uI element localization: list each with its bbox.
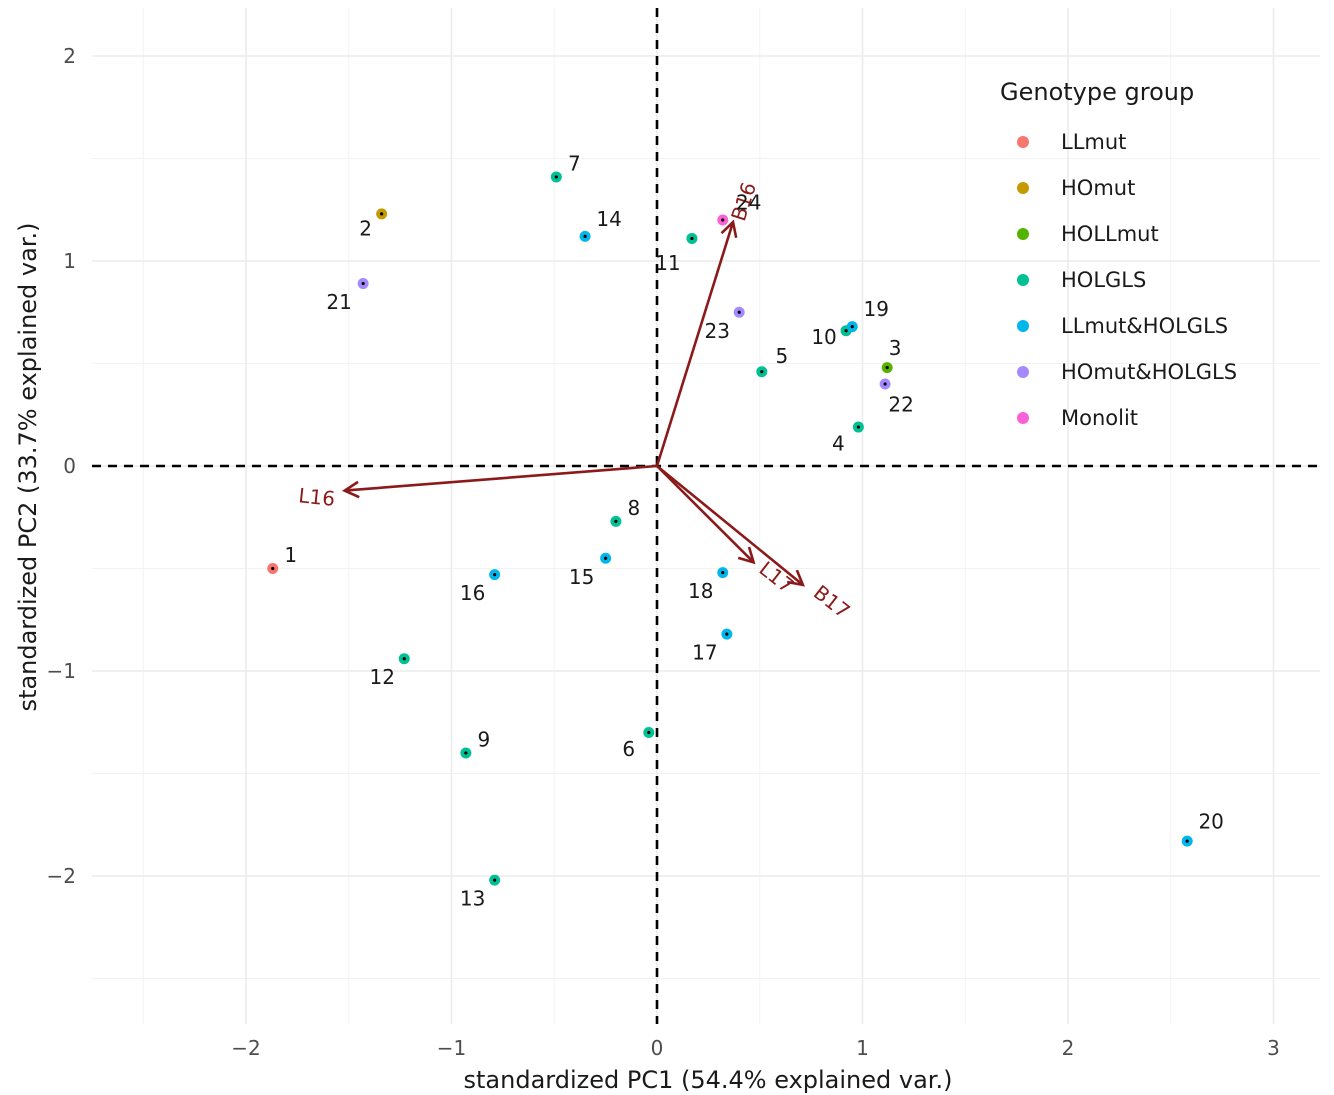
point-label-7: 7	[568, 151, 581, 175]
point-label-5: 5	[775, 344, 788, 368]
data-point-center	[721, 218, 725, 222]
data-point-center	[1185, 839, 1189, 843]
legend-items: LLmut HOmut HOLLmut HOLGLS LLmut&HOLGLS HOmut…	[1017, 130, 1237, 430]
point-label-10: 10	[811, 325, 836, 349]
x-tick-label: 0	[651, 1036, 664, 1060]
point-label-19: 19	[863, 297, 888, 321]
x-tick-label: −1	[437, 1036, 466, 1060]
point-label-20: 20	[1198, 810, 1223, 834]
legend-entry-label: LLmut&HOLGLS	[1061, 314, 1228, 338]
legend-swatch	[1017, 136, 1029, 148]
point-label-13: 13	[460, 887, 485, 911]
y-tick-label: 0	[63, 454, 76, 478]
legend-entry-label: Monolit	[1061, 406, 1138, 430]
legend: Genotype group LLmutHOmutHOLLmutHOLGLSLL…	[1000, 78, 1237, 430]
point-label-4: 4	[832, 432, 845, 456]
legend-entry-label: LLmut	[1061, 130, 1126, 154]
loading-arrow-l17	[656, 465, 755, 564]
y-tick-label: 2	[63, 44, 76, 68]
data-point-center	[554, 175, 558, 179]
data-point-center	[493, 878, 497, 882]
data-point-center	[402, 657, 406, 661]
legend-swatch	[1017, 320, 1029, 332]
loading-arrow-b17	[656, 464, 804, 586]
legend-title: Genotype group	[1000, 78, 1194, 106]
point-label-17: 17	[692, 641, 717, 665]
point-label-6: 6	[622, 737, 635, 761]
data-point-center	[361, 281, 365, 286]
data-point-center	[721, 571, 725, 575]
data-point-center	[647, 730, 651, 735]
loading-arrowhead	[341, 480, 360, 499]
data-point-center	[737, 310, 741, 314]
data-point-center	[583, 234, 587, 238]
point-label-15: 15	[569, 565, 594, 589]
x-tick-label: 2	[1062, 1036, 1075, 1060]
loading-label-b17: B17	[809, 580, 855, 623]
legend-swatch	[1017, 412, 1029, 424]
data-point-center	[725, 632, 729, 636]
x-tick-label: 3	[1267, 1036, 1280, 1060]
point-label-24: 24	[736, 191, 761, 215]
data-point-center	[844, 329, 848, 333]
loading-arrow-b16	[655, 221, 735, 467]
legend-swatch	[1017, 228, 1029, 240]
grid-lines	[92, 8, 1320, 1024]
data-point-center	[464, 751, 468, 755]
data-point-center	[856, 425, 860, 429]
y-tick-label: −1	[47, 659, 76, 683]
point-label-21: 21	[326, 290, 351, 314]
point-label-12: 12	[370, 665, 395, 689]
point-label-8: 8	[628, 496, 641, 520]
point-label-1: 1	[284, 543, 297, 567]
point-label-9: 9	[478, 728, 491, 752]
loading-arrowhead	[786, 569, 806, 587]
point-label-16: 16	[460, 581, 485, 605]
loading-label-l16: L16	[297, 483, 336, 511]
y-axis-title: standardized PC2 (33.7% explained var.)	[14, 223, 42, 712]
x-tick-label: 1	[856, 1036, 869, 1060]
point-label-23: 23	[704, 319, 729, 343]
loading-arrowhead	[737, 546, 756, 565]
legend-entry-label: HOmut	[1061, 176, 1135, 200]
point-label-11: 11	[655, 251, 680, 275]
data-point-center	[690, 236, 694, 241]
data-point-center	[493, 573, 497, 577]
loading-arrow-l16	[344, 464, 658, 492]
data-point-center	[604, 556, 608, 560]
legend-swatch	[1017, 182, 1029, 194]
x-tick-label: −2	[231, 1036, 260, 1060]
data-point-center	[271, 566, 275, 571]
reference-lines	[92, 8, 1320, 1024]
x-axis-title: standardized PC1 (54.4% explained var.)	[464, 1066, 953, 1094]
point-label-14: 14	[596, 207, 621, 231]
data-point-center	[885, 366, 889, 370]
legend-swatch	[1017, 274, 1029, 286]
y-tick-label: −2	[47, 864, 76, 888]
loading-arrowhead	[720, 219, 738, 238]
y-tick-label: 1	[63, 249, 76, 273]
legend-entry-label: HOLLmut	[1061, 222, 1159, 246]
data-points	[267, 171, 1193, 886]
point-label-2: 2	[359, 216, 372, 240]
data-point-center	[614, 519, 618, 523]
data-point-center	[883, 382, 887, 386]
point-label-18: 18	[688, 579, 713, 603]
data-point-center	[760, 370, 764, 374]
legend-entry-label: HOmut&HOLGLS	[1061, 360, 1237, 384]
point-label-3: 3	[889, 336, 902, 360]
legend-entry-label: HOLGLS	[1061, 268, 1146, 292]
data-point-center	[850, 325, 854, 329]
point-label-22: 22	[888, 393, 913, 417]
legend-swatch	[1017, 366, 1029, 378]
data-point-center	[380, 212, 384, 216]
